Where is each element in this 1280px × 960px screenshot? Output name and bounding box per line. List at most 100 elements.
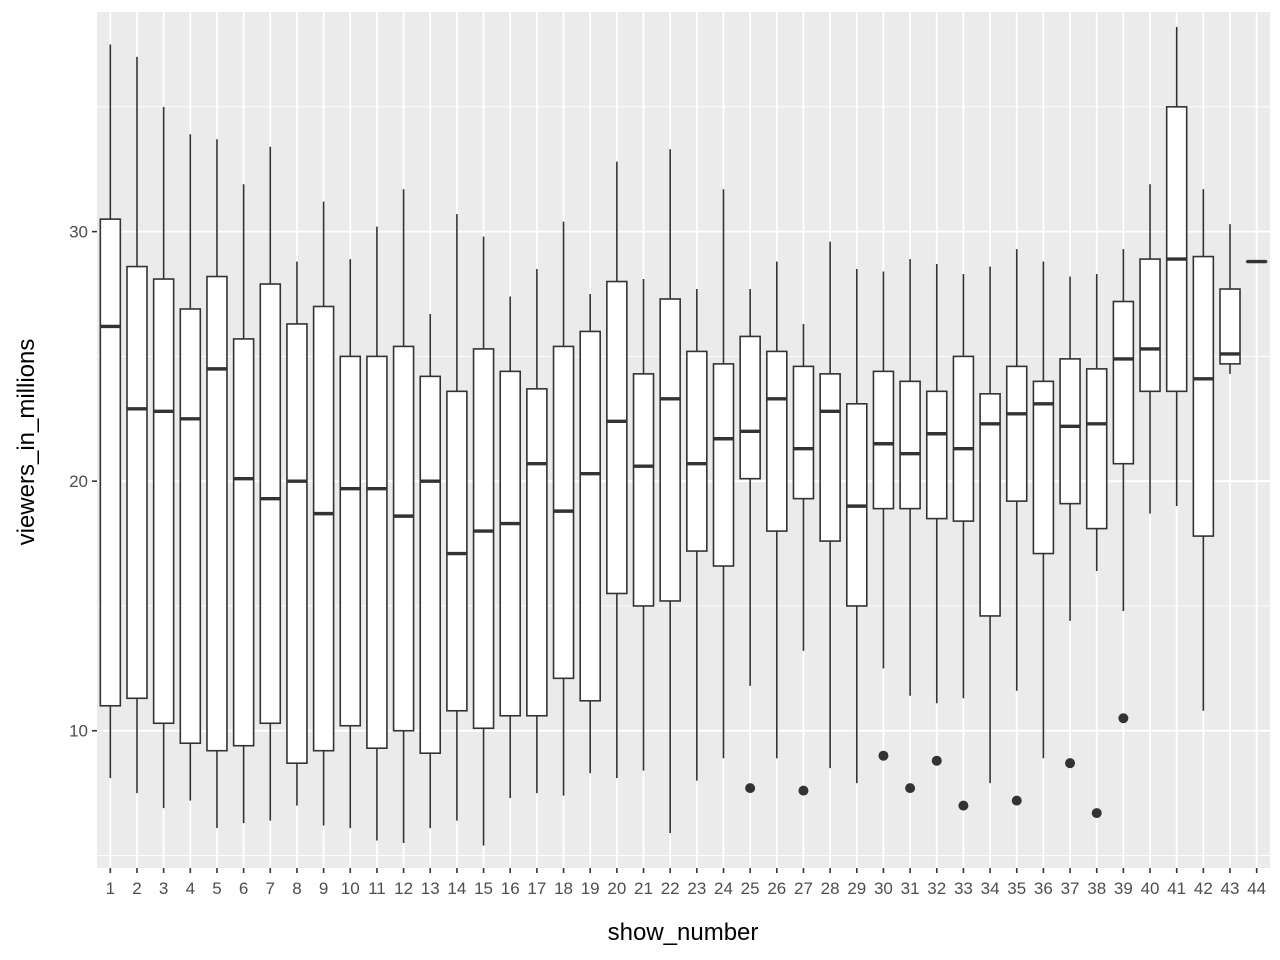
x-tick-label: 43 [1221, 879, 1240, 898]
x-tick-label: 26 [767, 879, 786, 898]
x-tick-label: 1 [106, 879, 115, 898]
box-iqr [766, 350, 788, 532]
box-iqr [712, 363, 735, 567]
box-43 [1219, 224, 1241, 374]
box-20 [606, 161, 628, 779]
x-tick-label: 37 [1061, 879, 1080, 898]
x-tick-label: 23 [687, 879, 706, 898]
outlier-point [1065, 758, 1076, 769]
box-41 [1165, 26, 1188, 507]
box-5 [206, 139, 228, 829]
box-iqr [232, 338, 255, 747]
box-6 [232, 184, 255, 824]
box-iqr [99, 218, 122, 707]
x-tick-label: 36 [1034, 879, 1053, 898]
box-33 [952, 274, 975, 811]
x-tick-label: 31 [901, 879, 920, 898]
box-8 [286, 261, 308, 806]
box-iqr [1085, 368, 1108, 530]
box-2 [126, 56, 148, 794]
x-tick-label: 35 [1007, 879, 1026, 898]
x-tick-label: 39 [1114, 879, 1133, 898]
x-tick-label: 41 [1167, 879, 1186, 898]
x-tick-label: 10 [341, 879, 360, 898]
box-18 [552, 221, 575, 796]
box-40 [1139, 184, 1161, 514]
y-tick-label: 20 [69, 472, 88, 491]
outlier-point [1011, 795, 1022, 806]
x-tick-label: 17 [527, 879, 546, 898]
box-iqr [392, 345, 415, 732]
box-iqr [499, 370, 522, 717]
x-tick-label: 15 [474, 879, 493, 898]
x-axis: 1 2 3 4 5 6 7 8 9 10 11 12 13 14 15 16 17 18 19 20 21 22 23 24 2… [106, 868, 1266, 898]
box-iqr [1059, 358, 1081, 505]
box-37 [1059, 276, 1081, 769]
box-22 [659, 149, 681, 834]
box-iqr [446, 390, 468, 712]
x-tick-label: 42 [1194, 879, 1213, 898]
x-tick-label: 34 [981, 879, 1000, 898]
x-tick-label: 13 [421, 879, 440, 898]
x-tick-label: 2 [132, 879, 141, 898]
box-iqr [979, 393, 1001, 617]
x-tick-label: 21 [634, 879, 653, 898]
x-tick-label: 6 [239, 879, 248, 898]
x-tick-label: 19 [581, 879, 600, 898]
box-9 [312, 201, 335, 826]
x-tick-label: 18 [554, 879, 573, 898]
box-iqr [339, 355, 362, 727]
x-tick-label: 38 [1087, 879, 1106, 898]
box-iqr [1219, 288, 1241, 365]
x-tick-label: 11 [368, 879, 386, 898]
outlier-point [745, 783, 756, 794]
x-tick-label: 24 [714, 879, 733, 898]
x-tick-label: 22 [661, 879, 680, 898]
box-38 [1085, 274, 1108, 819]
x-tick-label: 32 [927, 879, 946, 898]
box-iqr [206, 275, 228, 752]
box-iqr [152, 278, 175, 725]
box-iqr [179, 308, 202, 745]
box-14 [446, 214, 468, 821]
box-series [99, 26, 1268, 846]
box-iqr [632, 373, 655, 607]
box-iqr [312, 305, 335, 752]
box-34 [979, 266, 1001, 784]
box-iqr [126, 265, 148, 700]
box-26 [766, 261, 788, 759]
box-10 [339, 259, 362, 829]
box-iqr [606, 280, 628, 595]
x-tick-label: 40 [1141, 879, 1160, 898]
outlier-point [878, 750, 889, 761]
box-7 [259, 146, 282, 821]
box-iqr [1139, 258, 1161, 393]
outlier-point [905, 783, 916, 794]
box-16 [499, 296, 522, 799]
box-32 [925, 264, 948, 766]
box-iqr [899, 380, 921, 510]
x-tick-label: 5 [212, 879, 221, 898]
y-tick-label: 10 [69, 722, 88, 741]
x-tick-label: 4 [186, 879, 195, 898]
box-iqr [1005, 365, 1028, 502]
box-31 [899, 259, 921, 794]
box-36 [1032, 261, 1055, 759]
y-tick-label: 30 [69, 223, 88, 242]
box-iqr [739, 335, 761, 480]
x-tick-label: 33 [954, 879, 973, 898]
box-iqr [686, 350, 708, 552]
box-27 [792, 323, 815, 796]
box-iqr [1192, 255, 1215, 537]
box-21 [632, 279, 655, 771]
x-tick-label: 12 [394, 879, 413, 898]
x-tick-label: 29 [847, 879, 866, 898]
x-axis-title: show_number [608, 919, 759, 946]
box-15 [472, 236, 495, 846]
box-29 [845, 269, 868, 784]
y-axis: 10 20 30 [69, 223, 97, 741]
box-25 [739, 289, 761, 794]
x-tick-label: 16 [501, 879, 520, 898]
x-tick-label: 7 [266, 879, 275, 898]
box-iqr [286, 323, 308, 764]
